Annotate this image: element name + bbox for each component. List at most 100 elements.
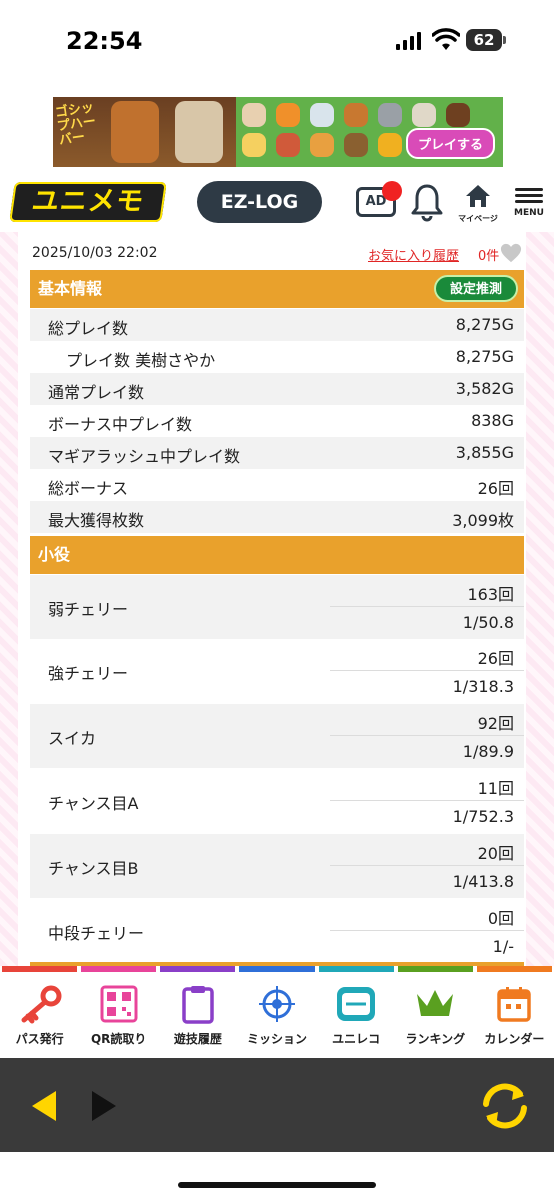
ad-left-panel: ゴシップハーバー <box>53 97 236 167</box>
key-icon <box>21 985 62 1024</box>
signal-icon <box>396 32 421 50</box>
row-divider <box>330 865 524 866</box>
bell-icon[interactable] <box>410 182 444 222</box>
ad-character-icon <box>175 101 223 163</box>
row-divider <box>330 670 524 671</box>
next-section-edge <box>30 962 524 966</box>
nav-play-history[interactable]: 遊技履歴 <box>158 972 237 1058</box>
home-indicator-area <box>0 1152 554 1200</box>
basic-info-title: 基本情報 <box>38 279 103 298</box>
calendar-icon <box>497 987 532 1022</box>
status-time: 22:54 <box>66 27 143 55</box>
favorite-history-link[interactable]: お気に入り履歴 <box>368 249 460 264</box>
koyaku-row: チャンス目B 20回 1/413.8 <box>30 834 524 898</box>
app-header: ユニメモ EZ-LOG AD マイページ MENU <box>0 176 554 232</box>
nav-color-strip <box>0 966 554 972</box>
row-divider <box>330 606 524 607</box>
table-row: マギアラッシュ中プレイ数 3,855G <box>30 437 524 469</box>
row-divider <box>330 735 524 736</box>
table-row: ボーナス中プレイ数 838G <box>30 405 524 437</box>
row-value: 3,099枚 <box>452 511 514 530</box>
ad-right-panel: プレイする <box>236 97 503 167</box>
nav-calendar[interactable]: カレンダー <box>475 972 554 1058</box>
menu-button[interactable]: MENU <box>512 185 546 225</box>
koyaku-label: 弱チェリー <box>48 600 129 619</box>
basic-info-header: 基本情報 設定推測 <box>30 270 524 308</box>
table-row: 総ボーナス 26回 <box>30 469 524 501</box>
nav-unireco[interactable]: ユニレコ <box>317 972 396 1058</box>
menu-label: MENU <box>514 208 544 218</box>
battery-icon: 62 <box>466 29 502 51</box>
koyaku-label: 中段チェリー <box>48 924 145 943</box>
table-row: 最大獲得枚数 3,099枚 <box>30 501 524 533</box>
ad-toggle-label: AD <box>365 194 387 209</box>
ezlog-button[interactable]: EZ-LOG <box>197 181 322 223</box>
koyaku-probability: 1/89.9 <box>462 742 514 761</box>
row-value: 8,275G <box>455 347 514 366</box>
koyaku-label: 強チェリー <box>48 664 129 683</box>
home-icon <box>466 185 490 207</box>
hamburger-bar <box>515 194 543 197</box>
forward-arrow-icon[interactable] <box>90 1089 118 1123</box>
koyaku-probability: 1/50.8 <box>462 613 514 632</box>
koyaku-count: 11回 <box>477 779 514 798</box>
koyaku-row: チャンス目A 11回 1/752.3 <box>30 769 524 833</box>
koyaku-probability: 1/- <box>492 937 514 956</box>
ad-play-button[interactable]: プレイする <box>405 128 495 159</box>
clipboard-icon <box>182 986 214 1024</box>
hamburger-bar <box>515 200 543 203</box>
wifi-icon <box>432 28 460 50</box>
row-label: 総プレイ数 <box>48 319 129 338</box>
heart-icon[interactable] <box>500 242 522 264</box>
koyaku-probability: 1/318.3 <box>452 677 514 696</box>
row-value: 26回 <box>477 479 514 498</box>
koyaku-row: スイカ 92回 1/89.9 <box>30 704 524 768</box>
koyaku-row: 弱チェリー 163回 1/50.8 <box>30 575 524 639</box>
home-indicator[interactable] <box>178 1182 376 1188</box>
koyaku-probability: 1/413.8 <box>452 872 514 891</box>
back-arrow-icon[interactable] <box>30 1089 58 1123</box>
row-label: マギアラッシュ中プレイ数 <box>48 447 241 466</box>
koyaku-count: 92回 <box>477 714 514 733</box>
row-value: 838G <box>471 411 514 430</box>
unireco-icon <box>337 987 376 1021</box>
table-row: プレイ数 美樹さやか 8,275G <box>30 341 524 373</box>
koyaku-header: 小役 <box>30 536 524 574</box>
status-bar: 22:54 62 <box>0 0 554 80</box>
ad-banner[interactable]: ゴシップハーバー プレイする <box>53 97 503 167</box>
favorite-count: 0件 <box>478 249 500 264</box>
ad-title: ゴシップハーバー <box>54 100 97 149</box>
koyaku-count: 20回 <box>477 844 514 863</box>
koyaku-count: 26回 <box>477 649 514 668</box>
content-background: 2025/10/03 22:02 お気に入り履歴 0件 基本情報 設定推測 総プ… <box>0 232 554 966</box>
reload-icon[interactable] <box>478 1082 532 1130</box>
data-panel: 2025/10/03 22:02 お気に入り履歴 0件 基本情報 設定推測 総プ… <box>18 232 526 966</box>
mypage-button[interactable]: マイページ <box>458 184 498 224</box>
nav-label: パス発行 <box>15 1032 64 1046</box>
koyaku-title: 小役 <box>38 545 71 564</box>
koyaku-label: スイカ <box>48 729 97 748</box>
crown-icon <box>417 990 454 1016</box>
notification-dot <box>382 181 402 201</box>
nav-ranking[interactable]: ランキング <box>396 972 475 1058</box>
mypage-label: マイページ <box>458 214 498 223</box>
record-date: 2025/10/03 22:02 <box>32 245 158 261</box>
site-logo[interactable]: ユニメモ <box>9 182 167 222</box>
ad-toggle-button[interactable]: AD <box>356 181 402 217</box>
koyaku-label: チャンス目A <box>48 794 139 813</box>
setting-guess-button[interactable]: 設定推測 <box>433 275 518 302</box>
nav-label: 遊技履歴 <box>173 1032 222 1046</box>
ad-character-icon <box>111 101 159 163</box>
nav-label: ランキング <box>405 1032 466 1046</box>
nav-qr-read[interactable]: QR読取り <box>79 972 158 1058</box>
koyaku-row: 中段チェリー 0回 1/- <box>30 899 524 963</box>
table-row: 総プレイ数 8,275G <box>30 309 524 341</box>
koyaku-label: チャンス目B <box>48 859 139 878</box>
nav-pass-issue[interactable]: パス発行 <box>0 972 79 1058</box>
browser-toolbar <box>0 1058 554 1152</box>
row-label: プレイ数 美樹さやか <box>66 351 216 370</box>
koyaku-count: 0回 <box>487 909 514 928</box>
nav-mission[interactable]: ミッション <box>237 972 316 1058</box>
hamburger-icon <box>515 188 543 191</box>
